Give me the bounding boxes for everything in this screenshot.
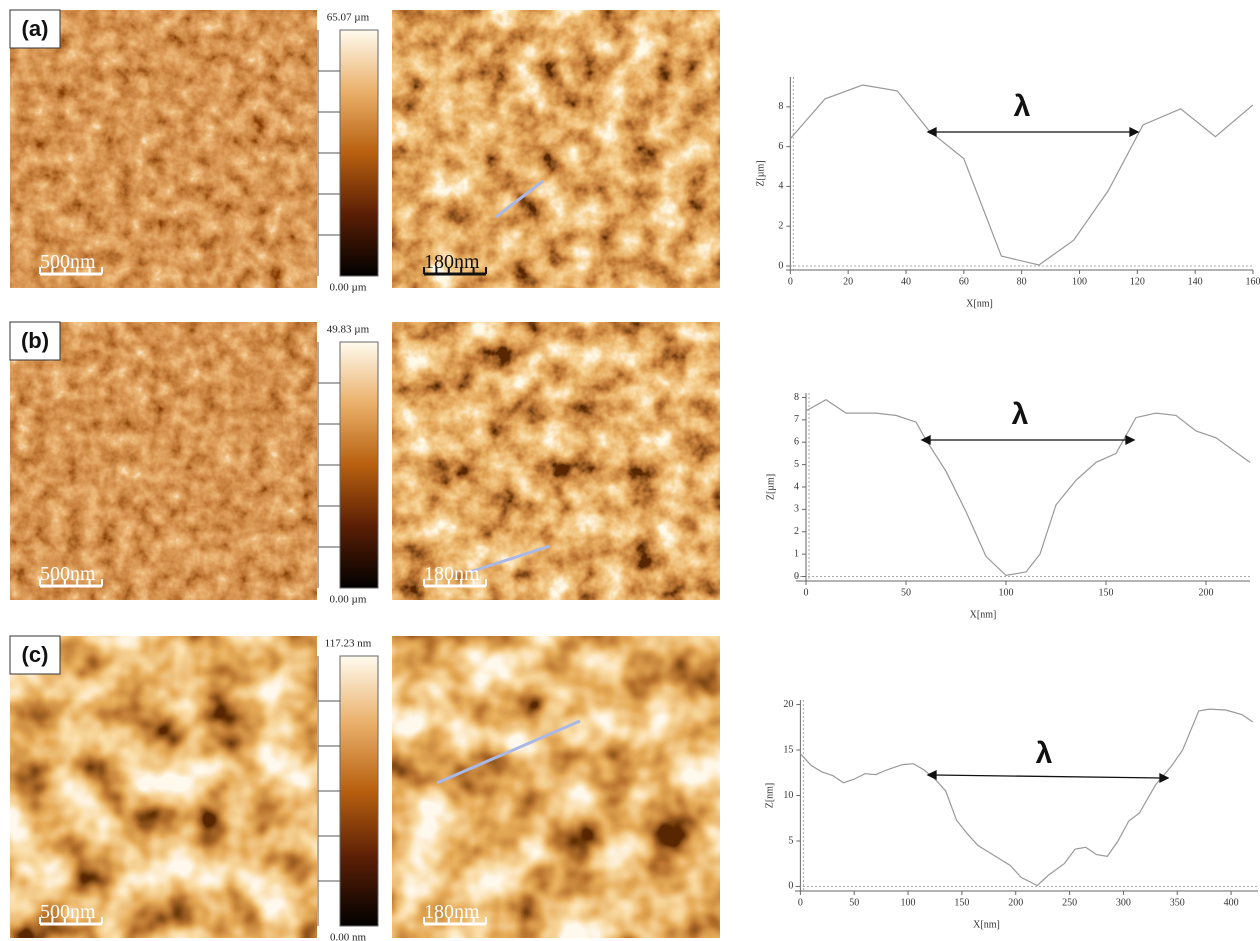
colorbar-min: 0.00 nm — [330, 932, 367, 941]
panel-label: (a) — [22, 16, 49, 41]
y-tick-label: 10 — [783, 790, 793, 801]
x-tick-label: 40 — [901, 276, 911, 287]
y-tick-label: 20 — [783, 699, 793, 710]
y-axis-label: Z[µm] — [755, 160, 766, 186]
y-tick-label: 5 — [788, 835, 793, 846]
y-tick-label: 2 — [794, 526, 799, 537]
x-tick-label: 150 — [1099, 587, 1114, 598]
colorbar — [339, 341, 379, 589]
x-tick-label: 120 — [1130, 276, 1145, 287]
afm-images — [10, 10, 720, 938]
panel-label: (b) — [21, 328, 49, 353]
lambda-annotation: λ — [1014, 90, 1031, 123]
colorbar — [339, 29, 379, 277]
y-tick-label: 4 — [778, 181, 783, 192]
x-tick-label: 200 — [1199, 587, 1214, 598]
x-tick-label: 150 — [954, 897, 969, 908]
y-tick-label: 6 — [778, 141, 783, 152]
profile-line — [436, 719, 581, 785]
colorbar-max: 65.07 µm — [327, 12, 370, 24]
y-tick-label: 0 — [788, 881, 793, 892]
afm-image — [10, 636, 317, 938]
x-tick-label: 100 — [901, 897, 916, 908]
y-axis-label: Z[µm] — [765, 474, 776, 500]
x-tick-label: 0 — [798, 897, 803, 908]
y-tick-label: 4 — [794, 481, 799, 492]
y-tick-label: 1 — [794, 548, 799, 559]
label-box — [9, 9, 61, 49]
arrows — [920, 126, 1170, 784]
x-axis-label: X[nm] — [970, 609, 997, 620]
lambda-annotation: λ — [1012, 398, 1029, 431]
x-axis-label: X[nm] — [966, 298, 993, 309]
x-tick-label: 350 — [1170, 897, 1185, 908]
x-tick-label: 250 — [1062, 897, 1077, 908]
scale-label: 180nm — [424, 563, 480, 585]
scale-label: 500nm — [40, 251, 96, 273]
afm-image — [392, 636, 720, 938]
y-tick-label: 6 — [794, 437, 799, 448]
x-tick-label: 400 — [1224, 897, 1239, 908]
colorbar-min: 0.00 µm — [330, 594, 367, 606]
x-tick-label: 160 — [1246, 276, 1260, 287]
y-tick-label: 8 — [778, 101, 783, 112]
profile-line — [805, 398, 1251, 577]
x-tick-label: 80 — [1017, 276, 1027, 287]
y-tick-label: 0 — [778, 260, 783, 271]
x-axis-label: X[nm] — [973, 919, 1000, 930]
profile-line — [789, 84, 1254, 266]
x-tick-label: 300 — [1116, 897, 1131, 908]
x-tick-label: 200 — [1008, 897, 1023, 908]
colorbar-max: 49.83 µm — [327, 324, 370, 336]
afm-image — [392, 10, 720, 288]
x-tick-label: 60 — [959, 276, 969, 287]
y-tick-label: 2 — [778, 221, 783, 232]
y-tick-label: 5 — [794, 459, 799, 470]
profile-line — [495, 179, 544, 219]
x-tick-label: 20 — [843, 276, 853, 287]
x-tick-label: 50 — [901, 587, 911, 598]
y-tick-label: 15 — [783, 744, 793, 755]
colorbar-max: 117.23 nm — [325, 638, 372, 650]
y-tick-label: 0 — [794, 571, 799, 582]
overlay: (a) 65.07 µm 0.00 µm 500nm 180nm (b) 49.83 µm 0… — [9, 9, 1260, 941]
colorbar — [339, 655, 379, 927]
lambda-annotation: λ — [1036, 737, 1053, 770]
profile-line — [799, 708, 1253, 887]
label-box — [9, 635, 61, 675]
panel-label: (c) — [22, 642, 49, 667]
x-tick-label: 100 — [999, 587, 1014, 598]
colorbar-min: 0.00 µm — [330, 282, 367, 294]
y-tick-label: 8 — [794, 392, 799, 403]
y-tick-label: 3 — [794, 504, 799, 515]
y-axis-label: Z[nm] — [764, 783, 775, 809]
x-tick-label: 100 — [1072, 276, 1087, 287]
scale-label: 180nm — [424, 251, 480, 273]
profile-line — [469, 544, 551, 574]
x-tick-label: 0 — [804, 587, 809, 598]
scale-label: 500nm — [40, 901, 96, 923]
afm-image — [10, 10, 317, 288]
x-tick-label: 50 — [849, 897, 859, 908]
afm-image — [10, 322, 317, 600]
scale-label: 180nm — [424, 901, 480, 923]
y-tick-label: 7 — [794, 414, 799, 425]
label-box — [9, 321, 61, 361]
x-tick-label: 140 — [1188, 276, 1203, 287]
afm-image — [392, 322, 720, 600]
x-tick-label: 0 — [788, 276, 793, 287]
scale-label: 500nm — [40, 563, 96, 585]
